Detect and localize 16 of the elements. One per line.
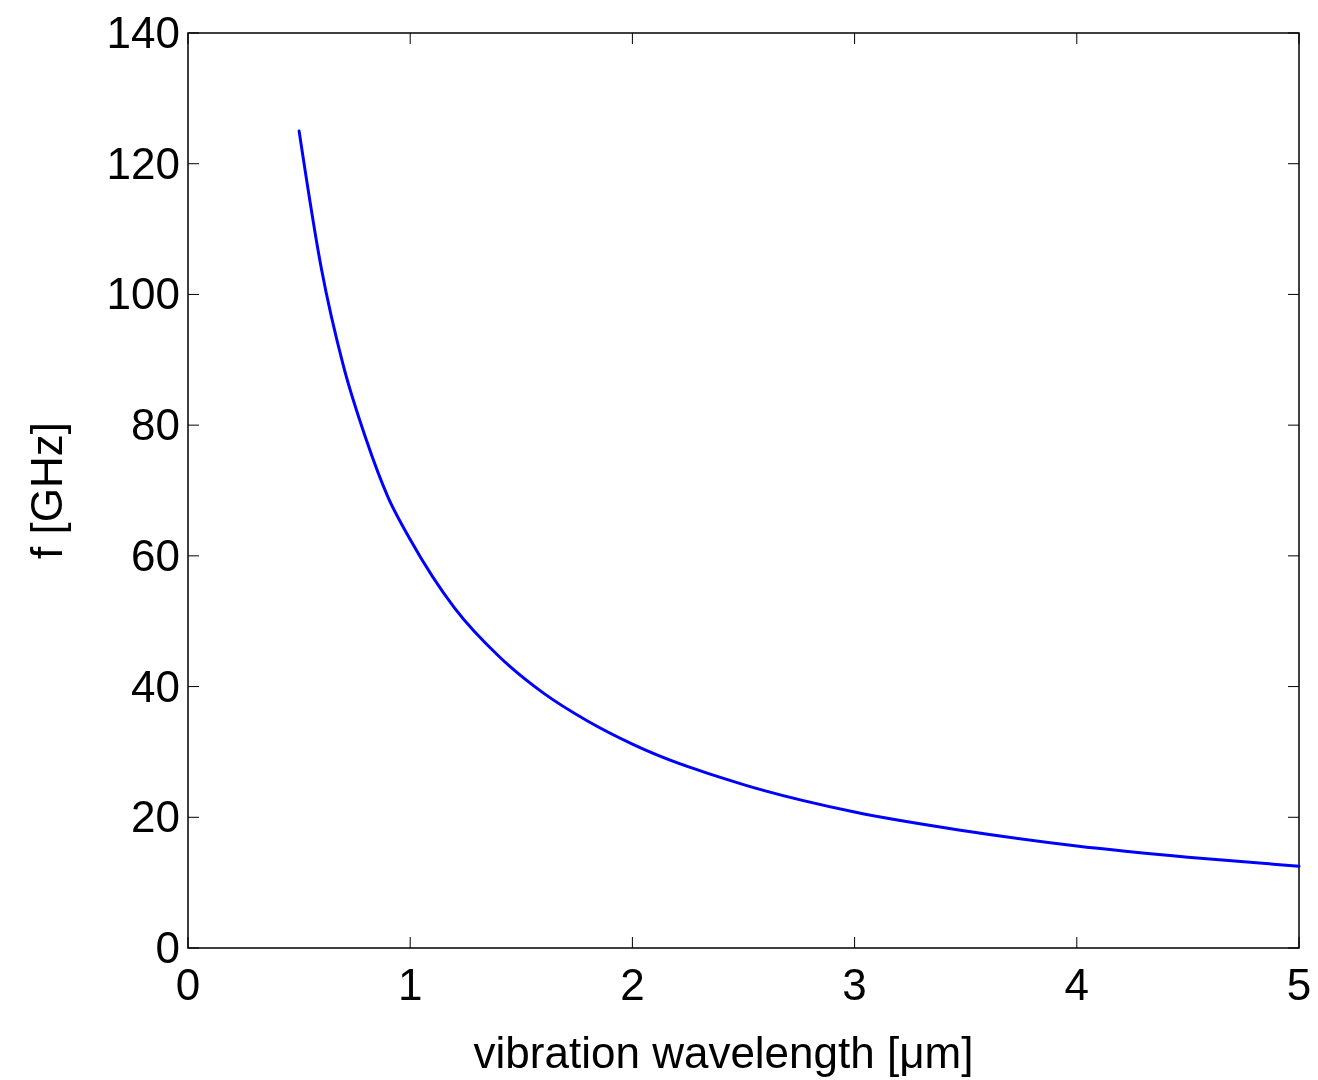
y-tick-label: 20 (131, 792, 180, 842)
y-axis-title: f [GHz] (22, 422, 71, 559)
x-tick-label: 1 (397, 960, 423, 1009)
x-tick-label: 5 (1286, 960, 1312, 1009)
y-tick-label: 120 (106, 138, 180, 188)
y-tick-label: 40 (131, 661, 180, 711)
x-tick-label: 2 (620, 960, 645, 1009)
y-tick-label: 0 (155, 923, 180, 972)
y-tick-label: 80 (131, 400, 180, 450)
x-axis-title: vibration wavelength [μm] (473, 1028, 974, 1077)
y-tick-label: 140 (106, 8, 180, 57)
y-tick-label: 100 (106, 269, 180, 319)
x-tick-label: 3 (842, 960, 867, 1009)
y-tick-label: 60 (131, 530, 180, 580)
x-tick-label: 4 (1064, 960, 1090, 1009)
line-series (297, 129, 1301, 868)
